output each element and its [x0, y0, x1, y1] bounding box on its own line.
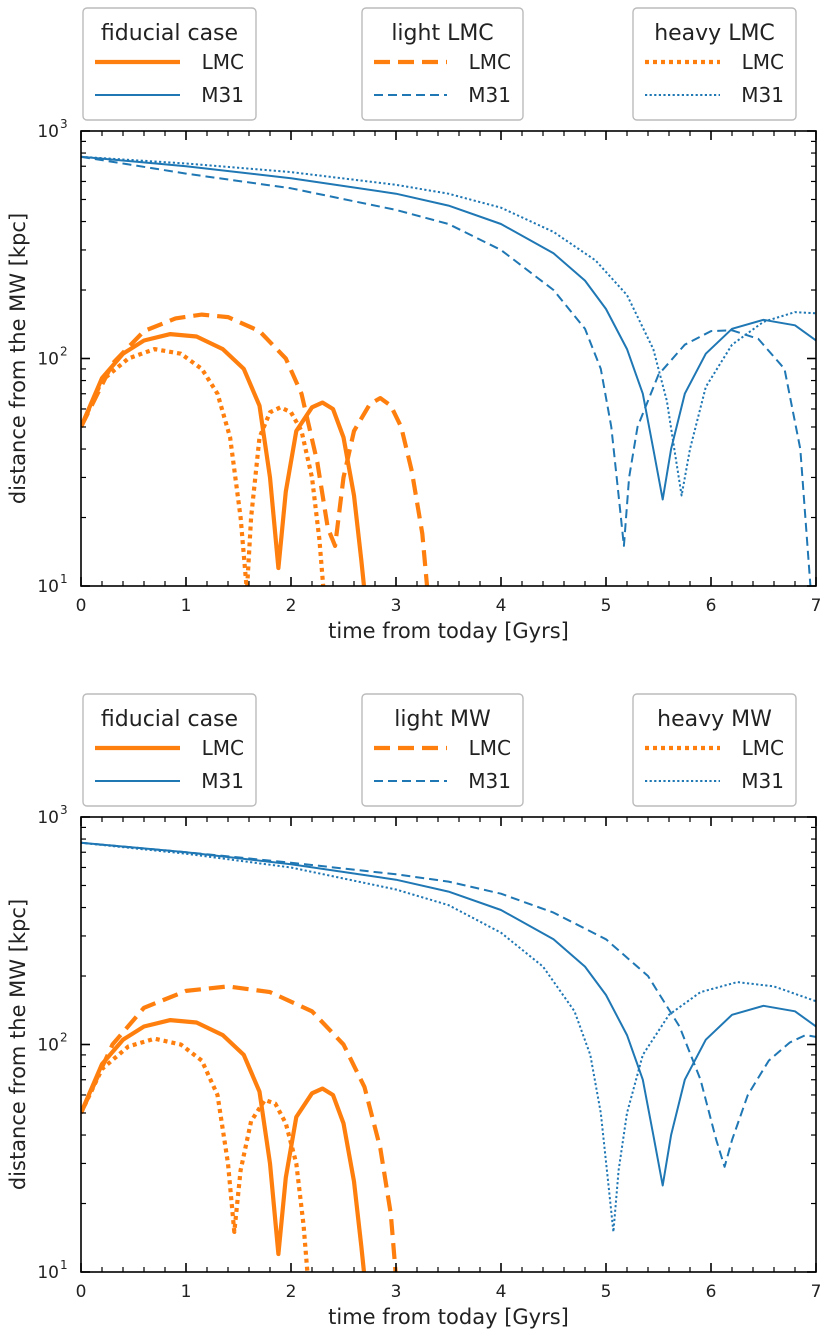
x-tick-label: 4 — [496, 1282, 507, 1302]
x-tick-label: 3 — [391, 596, 402, 616]
series-line-3 — [81, 841, 816, 1168]
x-tick-label: 5 — [601, 1282, 612, 1302]
y-tick-label-exponent: 1 — [60, 1258, 68, 1272]
x-tick-label: 6 — [706, 596, 717, 616]
x-tick-label: 0 — [76, 596, 87, 616]
legend-top-left: fiducial case LMC M31 — [82, 693, 257, 807]
y-tick-label: 10 — [37, 122, 59, 142]
legend-entry-label: M31 — [201, 83, 244, 107]
legend-entry-label: LMC — [469, 736, 511, 760]
y-tick-label-exponent: 1 — [60, 572, 68, 586]
series-line-5 — [81, 841, 816, 1233]
series-line-1 — [81, 155, 816, 501]
x-tick-label: 2 — [286, 596, 297, 616]
series-line-3 — [81, 155, 812, 586]
x-tick-label: 7 — [811, 1282, 822, 1302]
series-line-4 — [81, 1036, 310, 1272]
x-axis-label: time from today [Gyrs] — [328, 1305, 569, 1329]
y-tick-label-exponent: 2 — [60, 1031, 68, 1045]
legend-entry-label: LMC — [742, 736, 784, 760]
legend-box — [632, 7, 797, 121]
y-tick-label: 10 — [37, 1263, 59, 1283]
legend-top-center: light LMC LMC M31 — [361, 7, 524, 121]
legend-title: heavy LMC — [654, 21, 775, 46]
legend-entry-label: LMC — [742, 50, 784, 74]
y-tick-label: 10 — [37, 350, 59, 370]
plot-frame — [80, 816, 817, 1273]
legend-entry-label: M31 — [468, 769, 511, 793]
x-tick-label: 0 — [76, 1282, 87, 1302]
x-tick-label: 1 — [181, 1282, 192, 1302]
legend-entry-label: M31 — [741, 83, 784, 107]
legend-entry-label: LMC — [469, 50, 511, 74]
series-line-0 — [81, 1018, 367, 1272]
x-tick-label: 1 — [181, 596, 192, 616]
x-tick-label: 4 — [496, 596, 507, 616]
series-line-2 — [81, 984, 398, 1272]
x-tick-label: 6 — [706, 1282, 717, 1302]
x-tick-label: 7 — [811, 596, 822, 616]
x-tick-label: 5 — [601, 596, 612, 616]
legend-title: light LMC — [391, 21, 493, 46]
legend-entry-label: M31 — [741, 769, 784, 793]
y-tick-label: 10 — [37, 808, 59, 828]
legend-title: light MW — [394, 707, 491, 732]
legend-entry-label: LMC — [202, 50, 244, 74]
legend-entry-label: LMC — [202, 736, 244, 760]
legend-top-right: heavy LMC LMC M31 — [632, 7, 797, 121]
y-tick-label-exponent: 3 — [60, 803, 68, 817]
legend-top-center: light MW LMC M31 — [361, 693, 524, 807]
plot-frame — [80, 130, 817, 587]
legend-box — [361, 693, 524, 807]
legend-entry-label: M31 — [468, 83, 511, 107]
legend-box — [361, 7, 524, 121]
series-group — [81, 841, 816, 1272]
legend-top-right: heavy MW LMC M31 — [632, 693, 797, 807]
legend-top-left: fiducial case LMC M31 — [82, 7, 257, 121]
series-line-1 — [81, 841, 816, 1187]
series-line-2 — [81, 312, 430, 586]
series-group — [81, 155, 816, 586]
legend-title: fiducial case — [101, 707, 238, 732]
y-tick-label-exponent: 2 — [60, 345, 68, 359]
y-axis-label: distance from the MW [kpc] — [6, 899, 30, 1190]
x-tick-label: 3 — [391, 1282, 402, 1302]
series-line-5 — [81, 155, 816, 497]
legend-box — [632, 693, 797, 807]
y-tick-label: 10 — [37, 1036, 59, 1056]
y-tick-label-exponent: 3 — [60, 117, 68, 131]
series-line-4 — [81, 347, 326, 586]
x-axis-label: time from today [Gyrs] — [328, 619, 569, 643]
y-axis-label: distance from the MW [kpc] — [6, 213, 30, 504]
series-line-0 — [81, 332, 367, 586]
y-tick-label: 10 — [37, 577, 59, 597]
legend-title: heavy MW — [657, 707, 772, 732]
legend-entry-label: M31 — [201, 769, 244, 793]
x-tick-label: 2 — [286, 1282, 297, 1302]
legend-title: fiducial case — [101, 21, 238, 46]
